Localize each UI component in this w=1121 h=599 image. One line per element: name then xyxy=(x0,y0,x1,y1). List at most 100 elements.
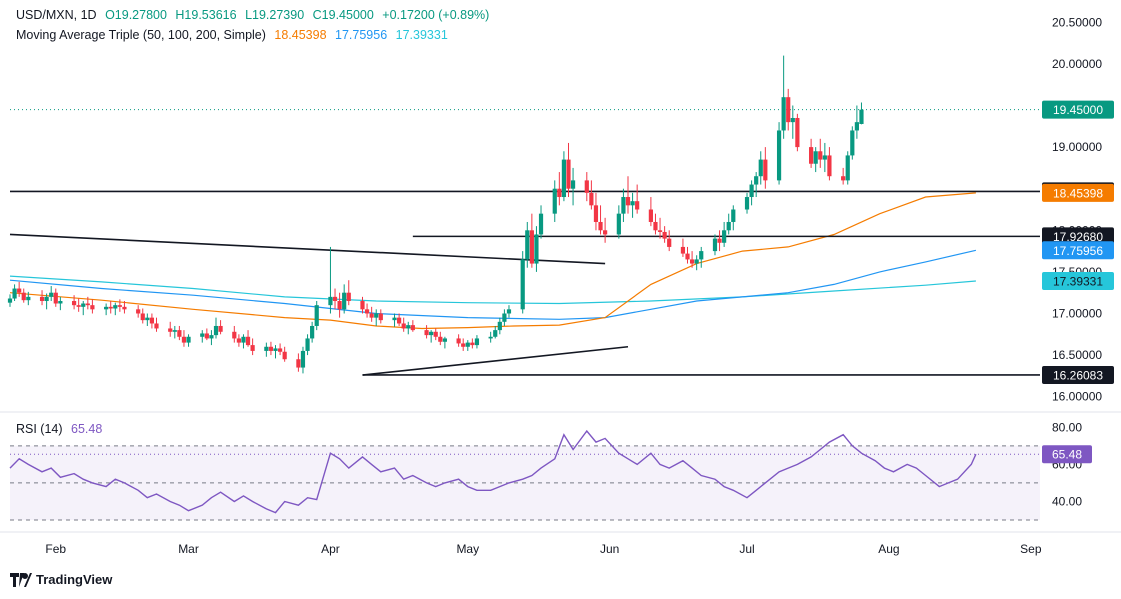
candle xyxy=(337,292,342,318)
candle-body xyxy=(282,351,287,360)
symbol-label: USD/MXN, 1D xyxy=(16,8,97,22)
candle-body xyxy=(561,159,567,198)
candle-body xyxy=(186,336,191,343)
candle xyxy=(726,213,731,235)
candle-body xyxy=(314,305,319,326)
candle-body xyxy=(662,231,667,239)
candle-body xyxy=(337,301,342,310)
candle xyxy=(561,151,567,202)
candle-body xyxy=(277,348,283,352)
candle xyxy=(71,295,77,310)
candle-body xyxy=(122,306,127,310)
last-price-tag-bg xyxy=(1042,100,1114,119)
candle-body xyxy=(557,188,562,198)
ma200-tag-bg xyxy=(1042,272,1114,291)
candle-body xyxy=(635,201,640,210)
price-tick-label: 19.00000 xyxy=(1052,140,1102,154)
candle-body xyxy=(58,301,63,304)
candle-body xyxy=(204,333,209,339)
candle xyxy=(410,320,415,332)
candle xyxy=(90,299,95,314)
candle xyxy=(534,226,539,272)
candle-body xyxy=(822,155,827,160)
candle xyxy=(648,197,653,227)
candle xyxy=(429,330,434,343)
candle-body xyxy=(699,251,704,260)
candle xyxy=(841,167,846,185)
candle xyxy=(204,328,209,341)
candle-body xyxy=(397,317,402,324)
candle-body xyxy=(680,246,686,254)
candle-body xyxy=(538,213,544,235)
candle xyxy=(342,284,347,314)
candle-body xyxy=(763,159,768,181)
candle-body xyxy=(754,176,759,185)
candle xyxy=(401,317,406,332)
rsi-legend: RSI (14) 65.48 xyxy=(16,422,107,436)
candle xyxy=(493,325,498,339)
rsi-value-tag-bg xyxy=(1042,445,1092,464)
rsi-value: 65.48 xyxy=(71,422,103,436)
candle-body xyxy=(140,313,145,321)
price-pane[interactable]: 16.0000016.5000017.0000017.5000018.00000… xyxy=(0,15,1121,413)
candle-body xyxy=(108,306,113,309)
candle-body xyxy=(786,97,791,123)
candle-body xyxy=(268,346,274,351)
candle xyxy=(790,105,795,139)
candle xyxy=(593,192,599,231)
time-tick-label: Feb xyxy=(45,542,66,556)
candle xyxy=(584,172,589,202)
candle-body xyxy=(795,117,800,148)
tradingview-icon xyxy=(10,572,32,587)
candle-body xyxy=(26,296,31,301)
trendline xyxy=(9,233,606,265)
tradingview-logo[interactable]: TradingView xyxy=(10,572,112,587)
candle-body xyxy=(566,159,571,189)
candle xyxy=(438,331,443,346)
last-price-tag-text: 19.45000 xyxy=(1053,103,1103,117)
candle xyxy=(241,334,246,349)
candle-body xyxy=(241,336,246,343)
candle xyxy=(12,284,17,302)
time-tick-label: Aug xyxy=(878,542,899,556)
time-axis[interactable]: Feb Mar Apr May Jun Jul Aug Sep xyxy=(0,531,1121,556)
level-tag-bg xyxy=(1042,365,1114,384)
ma50-tag: 18.45398 xyxy=(1042,183,1114,202)
candle xyxy=(172,325,177,339)
candle xyxy=(694,255,699,271)
candle xyxy=(117,299,122,312)
candle xyxy=(300,346,306,374)
price-tick-label: 20.50000 xyxy=(1052,15,1102,29)
candle xyxy=(657,217,663,239)
level-tag: 17.92680 xyxy=(1042,227,1114,246)
time-tick-label: Jul xyxy=(739,542,754,556)
brand-label: TradingView xyxy=(36,572,113,587)
candle xyxy=(81,301,86,316)
ma50-value: 18.45398 xyxy=(274,28,327,42)
candle-body xyxy=(493,330,498,337)
candle-body xyxy=(648,209,653,222)
candle-body xyxy=(346,292,351,302)
ma100-value: 17.75956 xyxy=(335,28,388,42)
candle-body xyxy=(570,180,576,189)
candle xyxy=(653,213,658,235)
candle-body xyxy=(584,180,589,193)
candle xyxy=(104,303,109,316)
candle xyxy=(296,353,301,372)
candle-body xyxy=(71,301,77,306)
candle xyxy=(456,334,461,347)
candle xyxy=(497,317,502,335)
ma200-value: 17.39331 xyxy=(395,28,448,42)
candle xyxy=(310,321,315,343)
open-value: O19.27800 xyxy=(105,8,167,22)
candle-body xyxy=(667,238,672,247)
candle xyxy=(525,221,530,268)
level-tag-bg xyxy=(1042,227,1114,246)
candle xyxy=(277,343,283,356)
candle xyxy=(680,238,686,257)
candle xyxy=(328,246,333,314)
candle xyxy=(474,335,480,349)
low-value: L19.27390 xyxy=(245,8,305,22)
